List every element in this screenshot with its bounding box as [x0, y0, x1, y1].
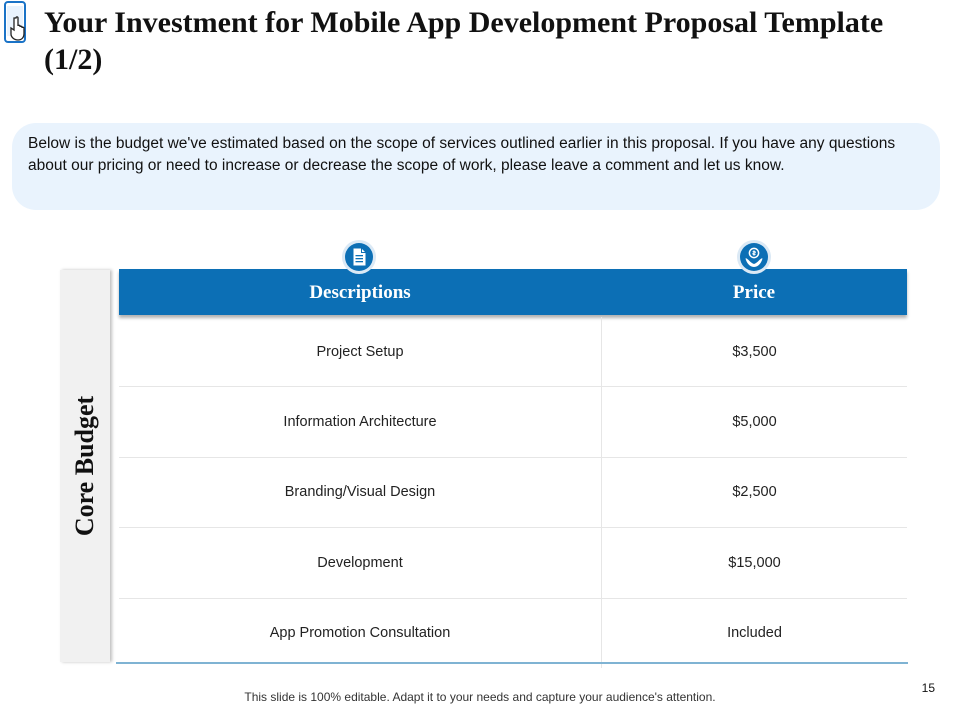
money-hand-icon [737, 240, 771, 274]
row-description: Project Setup [119, 317, 602, 387]
table-row: Branding/Visual Design $2,500 [119, 457, 907, 529]
row-description: Information Architecture [119, 387, 602, 457]
budget-table: Project Setup $3,500 Information Archite… [119, 317, 907, 668]
row-description: Development [119, 528, 602, 598]
slide-title: Your Investment for Mobile App Developme… [44, 6, 884, 76]
row-price: $3,500 [732, 343, 777, 360]
header-price: Price [732, 282, 776, 303]
row-description: Branding/Visual Design [119, 457, 602, 528]
core-budget-label: Core Budget [70, 395, 99, 537]
document-icon [342, 240, 376, 274]
core-budget-panel: Core Budget [60, 270, 110, 662]
table-row: App Promotion Consultation Included [119, 598, 907, 668]
row-price: Included [727, 625, 782, 642]
row-price: $2,500 [732, 484, 777, 501]
table-row: Development $15,000 [119, 528, 907, 599]
table-row: Project Setup $3,500 [119, 317, 907, 388]
phone-tap-icon [4, 1, 26, 43]
page-number: 15 [921, 681, 935, 695]
header-descriptions: Descriptions [309, 282, 411, 303]
table-row: Information Architecture $5,000 [119, 387, 907, 458]
row-description: App Promotion Consultation [119, 598, 602, 668]
intro-text: Below is the budget we've estimated base… [12, 123, 940, 210]
table-header: Descriptions Price [119, 269, 907, 315]
table-bottom-divider [116, 662, 908, 664]
row-price: $5,000 [732, 414, 777, 431]
row-price: $15,000 [728, 554, 781, 571]
footer-note: This slide is 100% editable. Adapt it to… [244, 690, 716, 704]
